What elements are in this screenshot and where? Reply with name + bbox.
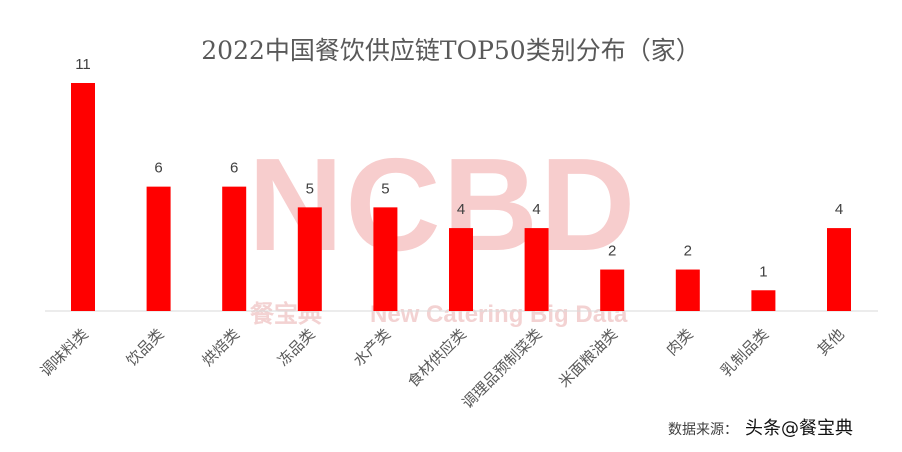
category-label: 食材供应类 [404,325,470,391]
chart-title: 2022中国餐饮供应链TOP50类别分布（家） [201,36,700,65]
bar [524,228,549,311]
value-labels-group: 11 6 6 5 5 4 4 2 2 1 4 [75,56,843,280]
category-label: 烘焙类 [198,325,243,370]
value-label: 11 [75,56,91,73]
source-overlay: 头条@餐宝典 [745,418,853,439]
value-label: 5 [306,180,314,197]
bar [827,228,851,311]
category-label: 饮品类 [123,325,168,370]
bar [751,290,776,311]
category-label: 米面粮油类 [555,325,621,391]
bar [222,186,247,311]
bar [297,207,322,311]
category-label: 肉类 [663,325,697,359]
category-label: 调味料类 [37,325,92,380]
bar [373,207,398,311]
bars-group [71,83,851,311]
value-label: 5 [381,180,389,197]
source-label: 数据来源： [668,422,738,438]
value-label: 4 [835,201,843,218]
value-label: 6 [230,160,238,177]
category-label: 冻品类 [274,325,319,370]
value-label: 4 [457,201,465,218]
value-label: 2 [684,243,692,260]
value-label: 6 [154,160,162,177]
bar [449,228,473,311]
value-label: 2 [608,243,616,260]
category-label: 其他 [814,325,848,359]
bar [600,269,625,311]
category-label: 水产类 [350,325,395,370]
bar [675,269,700,311]
bar [146,186,171,311]
watermark-en: New Catering Big Data [370,301,628,328]
value-label: 1 [759,263,767,280]
value-label: 4 [532,201,540,218]
bar [71,83,95,311]
category-label: 乳制品类 [717,325,772,380]
category-label: 调理品预制菜类 [458,325,545,412]
